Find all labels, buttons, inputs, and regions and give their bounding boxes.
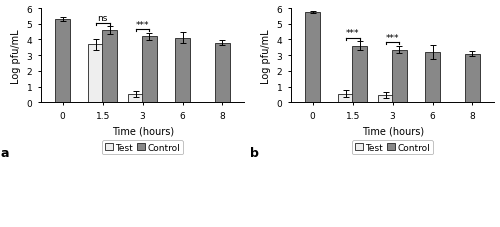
Text: ***: *** [346,29,360,38]
Bar [465,54,480,103]
Bar [338,94,353,103]
Text: ***: *** [386,34,400,42]
Y-axis label: Log pfu/mL: Log pfu/mL [11,29,21,83]
Bar [88,45,104,103]
Bar [215,43,230,103]
Text: b: b [250,146,259,159]
Y-axis label: Log pfu/mL: Log pfu/mL [261,29,271,83]
Bar [175,39,190,103]
Bar [378,95,394,103]
X-axis label: Time (hours): Time (hours) [362,126,424,136]
Text: a: a [0,146,8,159]
Bar [305,13,320,103]
Bar [392,50,407,103]
Bar [128,94,144,103]
Legend: Test, Control: Test, Control [352,141,433,155]
Bar [352,47,367,103]
Bar [142,37,157,103]
X-axis label: Time (hours): Time (hours) [112,126,174,136]
Bar [55,20,70,103]
Text: ns: ns [98,14,108,23]
Bar [102,31,117,103]
Bar [425,53,440,103]
Legend: Test, Control: Test, Control [102,141,183,155]
Text: ***: *** [136,21,149,30]
